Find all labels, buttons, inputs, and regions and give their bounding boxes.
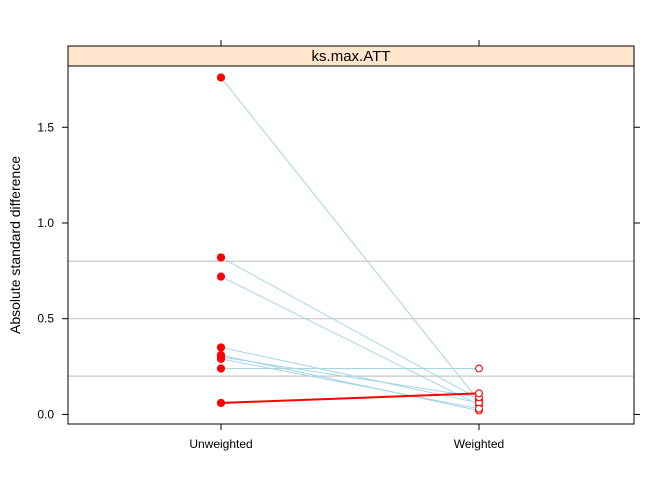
series-line <box>220 356 480 398</box>
y-tick-label: 0.5 <box>37 312 54 326</box>
series-line <box>220 77 480 402</box>
point-unweighted <box>216 253 226 262</box>
point-weighted <box>475 389 483 398</box>
y-tick-label: 0.0 <box>37 407 54 421</box>
series-line <box>220 346 480 404</box>
series-line <box>220 276 480 406</box>
point-unweighted <box>216 354 226 364</box>
point-unweighted <box>216 343 226 352</box>
point-weighted <box>475 364 483 373</box>
x-tick-label: Unweighted <box>189 437 252 451</box>
series-line <box>220 257 480 400</box>
strip-label: ks.max.ATT <box>312 48 391 65</box>
series-line-highlight <box>220 392 480 404</box>
point-unweighted <box>216 73 226 82</box>
y-tick-label: 1.5 <box>37 120 54 134</box>
point-weighted <box>475 404 483 413</box>
point-unweighted <box>216 272 226 281</box>
series-line <box>220 354 480 412</box>
x-tick-label: Weighted <box>454 437 504 451</box>
plot-frame <box>67 65 635 425</box>
point-unweighted <box>216 364 226 373</box>
point-unweighted <box>216 398 226 408</box>
series-line <box>220 358 480 410</box>
y-tick-label: 1.0 <box>37 216 54 230</box>
y-axis-label: Absolute standard difference <box>7 156 23 334</box>
